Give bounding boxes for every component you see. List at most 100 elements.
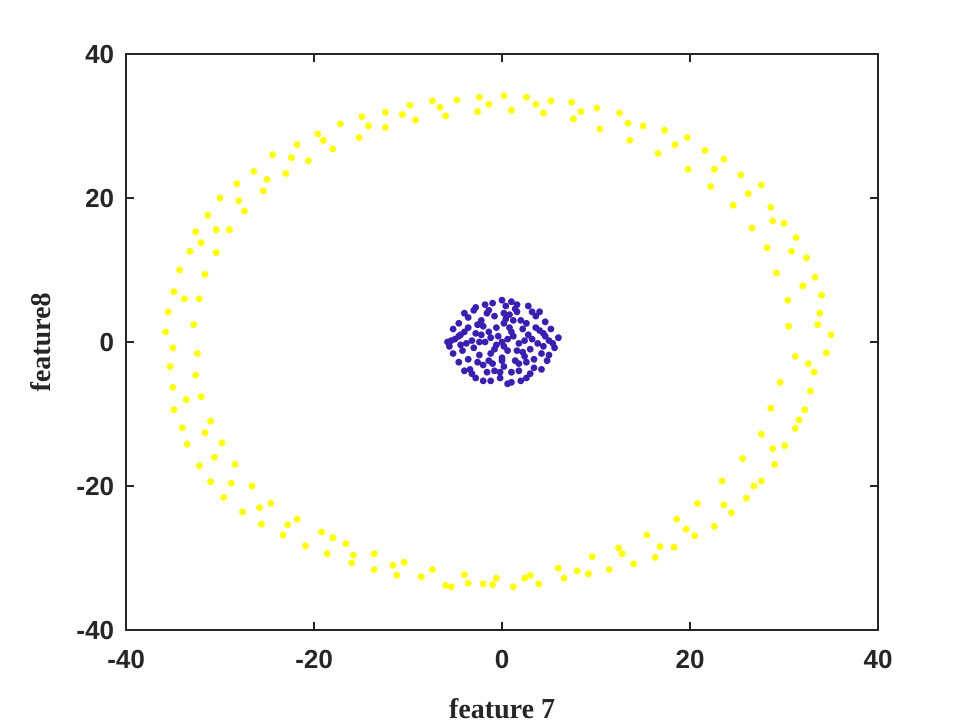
data-point — [494, 332, 502, 340]
data-point — [314, 130, 322, 138]
data-point — [588, 553, 596, 560]
data-point — [474, 321, 481, 329]
data-point — [355, 134, 363, 141]
data-point — [523, 358, 530, 366]
data-point — [498, 296, 506, 304]
data-point — [771, 461, 778, 468]
data-point — [464, 579, 472, 587]
data-point — [194, 350, 201, 357]
data-point — [508, 368, 515, 376]
data-point — [284, 521, 292, 529]
data-point — [293, 515, 301, 523]
data-point — [288, 154, 295, 162]
data-point — [329, 534, 337, 542]
data-point — [504, 380, 511, 388]
data-point — [758, 477, 765, 485]
data-point — [293, 141, 301, 149]
data-point — [814, 321, 822, 329]
data-point — [521, 337, 528, 344]
data-point — [506, 311, 513, 318]
data-point — [248, 482, 256, 490]
data-point — [616, 109, 623, 117]
y-axis-title: feature8 — [26, 293, 57, 392]
data-point — [239, 508, 247, 516]
data-point — [258, 520, 265, 528]
data-point — [523, 93, 530, 101]
data-point — [227, 479, 235, 487]
data-point — [250, 168, 258, 175]
data-point — [195, 462, 203, 470]
data-point — [370, 566, 378, 573]
data-point — [758, 181, 765, 189]
data-point — [547, 325, 555, 333]
data-point — [811, 273, 819, 281]
data-point — [555, 334, 562, 342]
data-point — [481, 301, 489, 308]
data-point — [780, 219, 788, 227]
y-tick-label: 40 — [85, 39, 114, 69]
data-point — [661, 126, 668, 134]
data-point — [547, 97, 555, 105]
data-point — [596, 125, 604, 133]
data-point — [744, 190, 752, 198]
data-point — [491, 367, 498, 375]
data-point — [476, 338, 483, 346]
data-point — [358, 113, 366, 120]
data-point — [166, 363, 174, 370]
data-point — [474, 108, 481, 115]
data-point — [226, 226, 233, 234]
data-point — [400, 558, 408, 566]
data-point — [442, 582, 449, 589]
data-point — [577, 108, 585, 115]
data-point — [496, 368, 504, 376]
data-point — [500, 342, 508, 350]
data-point — [508, 298, 515, 306]
data-point — [549, 340, 557, 347]
data-point — [461, 571, 468, 578]
data-point — [517, 317, 525, 324]
data-point — [170, 406, 178, 414]
data-point — [767, 404, 775, 412]
data-point — [626, 137, 634, 144]
data-point — [643, 531, 651, 539]
data-point — [806, 387, 814, 395]
data-point — [235, 197, 243, 205]
data-point — [543, 357, 551, 365]
data-point — [701, 147, 709, 154]
data-point — [197, 239, 205, 247]
data-point — [468, 337, 476, 344]
data-point — [711, 522, 718, 530]
data-point — [256, 504, 263, 511]
data-point — [350, 551, 357, 559]
data-point — [570, 115, 577, 123]
data-point — [493, 341, 500, 349]
y-tick-label: -20 — [76, 471, 114, 501]
data-point — [464, 324, 472, 331]
data-point — [218, 439, 226, 447]
data-point — [169, 344, 177, 352]
data-point — [670, 543, 678, 551]
data-point — [593, 104, 601, 112]
data-point — [526, 571, 534, 579]
data-point — [568, 98, 575, 106]
data-point — [573, 567, 581, 575]
data-point — [792, 234, 800, 242]
data-point — [530, 355, 538, 363]
data-point — [487, 334, 495, 342]
data-point — [618, 550, 626, 558]
data-point — [406, 101, 414, 109]
data-point — [532, 324, 540, 331]
data-point — [241, 207, 248, 215]
data-point — [530, 364, 538, 372]
data-point — [500, 92, 508, 100]
data-point — [776, 378, 784, 386]
data-point — [517, 377, 525, 385]
data-point — [508, 328, 515, 336]
data-point — [810, 368, 818, 376]
data-point — [523, 319, 530, 327]
data-point — [259, 187, 267, 195]
data-point — [605, 566, 613, 573]
data-point — [489, 299, 496, 307]
data-point — [526, 370, 534, 378]
